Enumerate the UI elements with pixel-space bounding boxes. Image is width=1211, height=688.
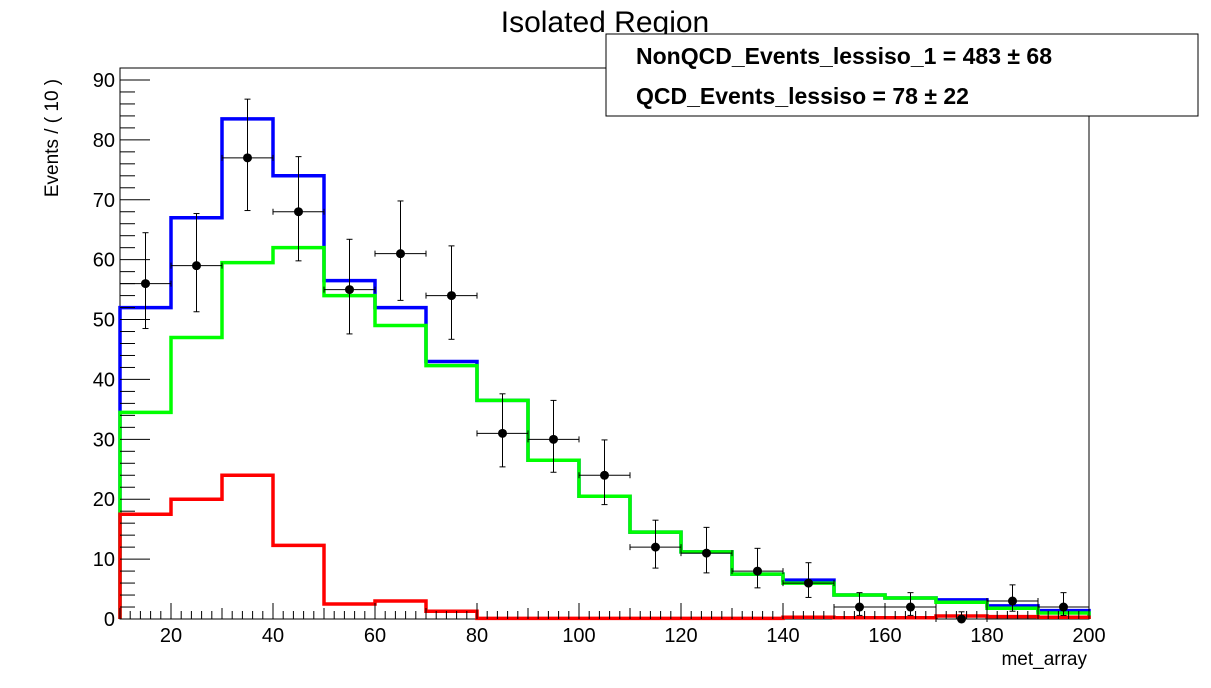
legend-entry-qcd: QCD_Events_lessiso = 78 ± 22 bbox=[636, 83, 969, 109]
data-point bbox=[782, 562, 835, 598]
data-point bbox=[170, 213, 223, 313]
x-tick-label: 180 bbox=[970, 625, 1003, 647]
y-tick-label: 80 bbox=[93, 130, 115, 152]
data-point bbox=[680, 526, 733, 574]
data-point bbox=[629, 519, 682, 569]
data-point bbox=[731, 547, 784, 589]
data-point bbox=[527, 399, 580, 473]
y-tick-label: 70 bbox=[93, 190, 115, 212]
legend-entry-nonqcd: NonQCD_Events_lessiso_1 = 483 ± 68 bbox=[636, 43, 1052, 69]
y-tick-label: 40 bbox=[93, 369, 115, 391]
x-tick-label: 80 bbox=[466, 625, 488, 647]
plot-area bbox=[119, 67, 1090, 620]
plot-frame bbox=[119, 67, 1090, 620]
y-axis-label: Events / ( 10 ) bbox=[42, 79, 63, 197]
data-point bbox=[119, 232, 172, 330]
data-point bbox=[425, 245, 478, 340]
data-point bbox=[986, 584, 1039, 612]
data-point bbox=[578, 439, 631, 506]
x-tick-label: 200 bbox=[1072, 625, 1105, 647]
x-tick-label: 120 bbox=[664, 625, 697, 647]
x-tick-label: 40 bbox=[262, 625, 284, 647]
legend-entry-nonqcd-name: NonQCD_Events_lessiso_1 bbox=[636, 43, 937, 69]
series-layer bbox=[118, 117, 1091, 621]
data-point bbox=[323, 238, 376, 335]
data-point bbox=[374, 200, 427, 301]
axes-layer: 20 40 60 80 100 120 140 160 180 200 0 10 20 30 40 50 60 7… bbox=[93, 67, 1106, 647]
y-tick-label: 0 bbox=[104, 609, 115, 631]
y-tick-label: 10 bbox=[93, 549, 115, 571]
data-points-layer bbox=[119, 98, 1090, 624]
y-tick-label: 30 bbox=[93, 429, 115, 451]
x-tick-label: 160 bbox=[868, 625, 901, 647]
y-tick-label: 20 bbox=[93, 489, 115, 511]
data-point bbox=[884, 592, 937, 616]
legend-entry-qcd-name: QCD_Events_lessiso bbox=[636, 83, 866, 109]
y-tick-label: 90 bbox=[93, 70, 115, 92]
data-point bbox=[272, 156, 325, 262]
data-point bbox=[221, 98, 274, 212]
data-point bbox=[476, 393, 529, 468]
y-tick-label: 50 bbox=[93, 310, 115, 332]
x-tick-label: 20 bbox=[160, 625, 182, 647]
x-axis-label: met_array bbox=[1001, 649, 1087, 670]
series-line-0 bbox=[118, 117, 1091, 619]
x-tick-label: 60 bbox=[364, 625, 386, 647]
legend-frame bbox=[605, 33, 1199, 117]
y-tick-label: 60 bbox=[93, 250, 115, 272]
series-line-1 bbox=[118, 245, 1091, 619]
legend-box: NonQCD_Events_lessiso_1 = 483 ± 68 QCD_E… bbox=[605, 33, 1199, 117]
x-tick-label: 140 bbox=[766, 625, 799, 647]
legend-entry-nonqcd-value: 483 bbox=[963, 43, 1001, 69]
legend-entry-qcd-value: 78 bbox=[892, 83, 918, 109]
x-tick-label: 100 bbox=[562, 625, 595, 647]
legend-entry-nonqcd-error: 68 bbox=[1026, 43, 1052, 69]
legend-entry-qcd-error: 22 bbox=[943, 83, 969, 109]
data-point bbox=[935, 611, 988, 624]
